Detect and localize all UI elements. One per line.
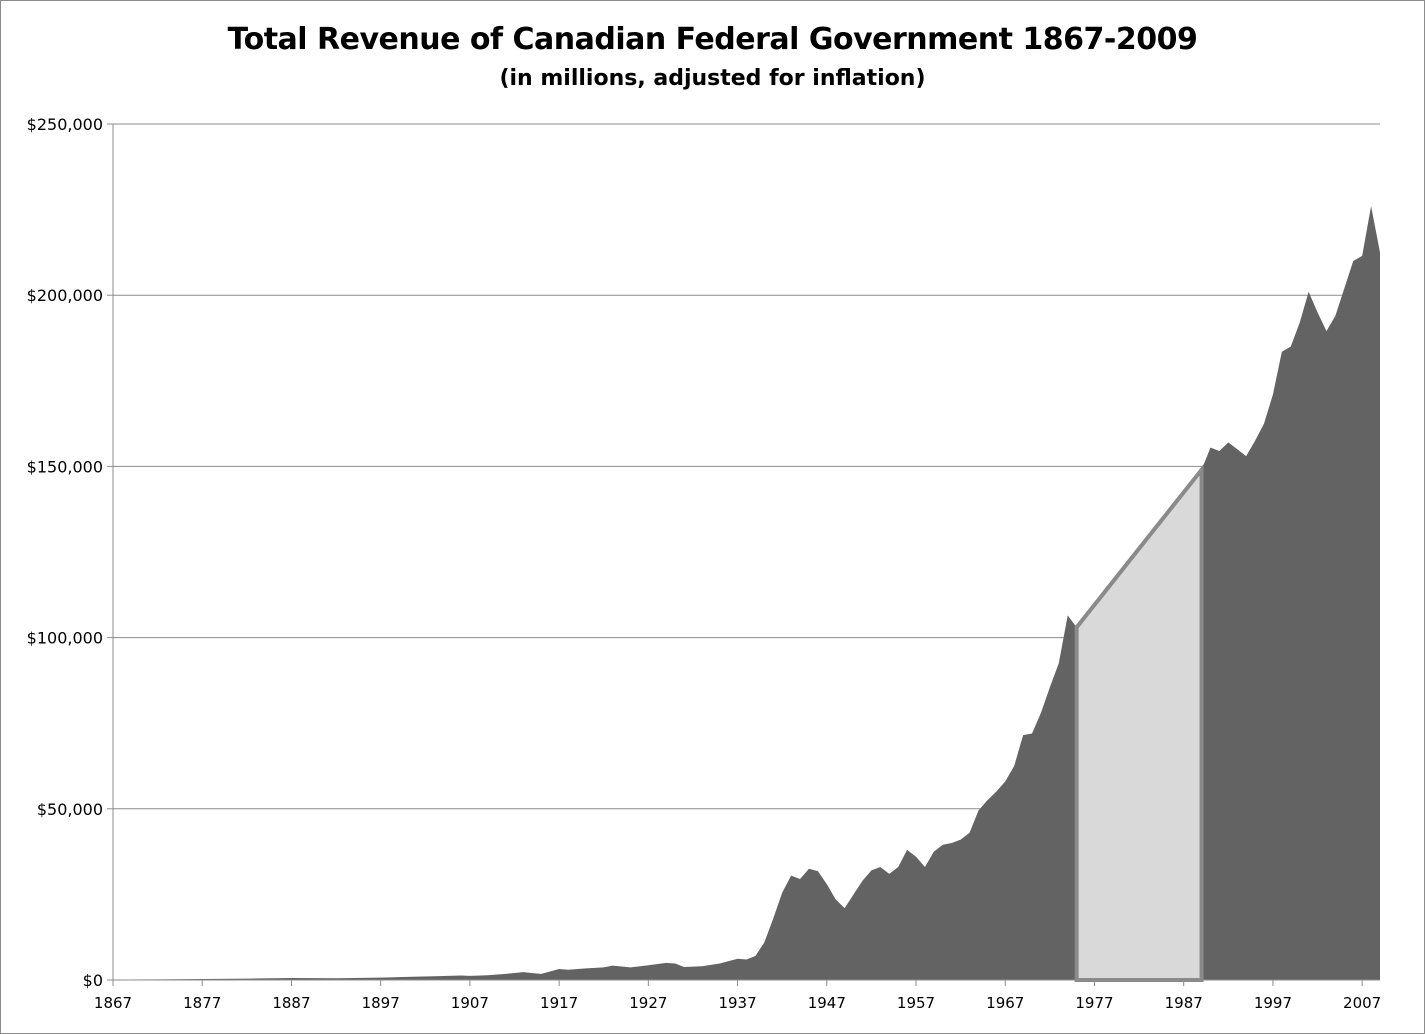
x-tick-label: 1977: [1075, 994, 1113, 1012]
x-tick-label: 1867: [94, 994, 132, 1012]
y-tick-label: $150,000: [27, 457, 103, 476]
revenue-area-segment: [1201, 206, 1380, 980]
x-tick-label: 1897: [362, 994, 400, 1012]
x-tick-label: 1937: [718, 994, 756, 1012]
x-tick-label: 1877: [183, 994, 221, 1012]
x-tick-label: 1947: [808, 994, 846, 1012]
y-axis-ticks: $0 $50,000 $100,000 $150,000 $200,000 $250,00…: [27, 115, 103, 990]
y-tick-label: $250,000: [27, 115, 103, 134]
x-tick-label: 1917: [540, 994, 578, 1012]
revenue-area-segment: [113, 615, 1077, 980]
revenue-area: [113, 206, 1380, 980]
x-tick-label: 1907: [451, 994, 489, 1012]
y-tick-label: $200,000: [27, 286, 103, 305]
x-tick-label: 2007: [1343, 994, 1381, 1012]
x-tick-label: 1987: [1165, 994, 1203, 1012]
x-tick-label: 1967: [986, 994, 1024, 1012]
y-tick-label: $100,000: [27, 629, 103, 648]
data-gap: [1074, 464, 1204, 982]
x-tick-label: 1927: [629, 994, 667, 1012]
y-tick-label: $50,000: [37, 800, 103, 819]
y-tick-label: $0: [83, 971, 103, 990]
x-tick-label: 1887: [272, 994, 310, 1012]
axes: [107, 123, 1380, 986]
chart-title: Total Revenue of Canadian Federal Govern…: [227, 22, 1198, 57]
chart-subtitle: (in millions, adjusted for inflation): [499, 66, 926, 91]
x-tick-label: 1997: [1254, 994, 1292, 1012]
missing-data-region: [1074, 464, 1204, 982]
x-tick-label: 1957: [897, 994, 935, 1012]
x-axis-ticks: 1867 1877 1887 1897 1907 1917 1927 1937 1947 1957…: [94, 994, 1381, 1012]
